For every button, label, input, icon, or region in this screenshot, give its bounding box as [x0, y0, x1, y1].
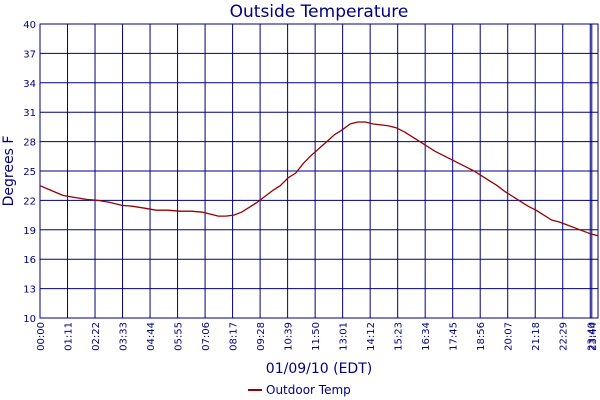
x-tick-label: 04:44: [146, 322, 157, 351]
x-tick-label: 02:22: [91, 322, 102, 351]
x-tick-label: 20:07: [504, 322, 515, 351]
series-line-outdoor-temp: [39, 121, 599, 237]
legend-label: Outdoor Temp: [266, 383, 351, 397]
y-tick-labels: 10 13 16 19 22 25 28 31 34 37 40: [23, 20, 36, 325]
x-tick-label: 05:55: [174, 322, 185, 351]
y-tick-label: 16: [23, 255, 36, 266]
x-tick-label: 14:12: [366, 322, 377, 351]
x-tick-label: 03:33: [119, 322, 130, 351]
x-tick-label: 07:06: [201, 322, 212, 351]
chart-title: Outside Temperature: [230, 2, 409, 22]
y-tick-label: 34: [23, 79, 36, 90]
legend: Outdoor Temp: [248, 383, 351, 397]
y-tick-label: 10: [23, 314, 36, 325]
y-tick-label: 13: [23, 285, 36, 296]
x-tick-label: 17:45: [449, 322, 460, 351]
x-tick-label: 01:11: [64, 322, 75, 351]
y-tick-label: 40: [23, 20, 36, 31]
x-tick-label: 15:23: [394, 322, 405, 351]
x-tick-label: 00:00: [36, 322, 47, 351]
x-tick-label: 22:29: [559, 322, 570, 351]
x-tick-label: 21:18: [531, 322, 542, 351]
y-tick-label: 37: [23, 49, 36, 60]
x-tick-labels: 00:00 01:11 02:22 03:33 04:44 05:55 07:06 08:17…: [36, 322, 599, 351]
x-tick-label: 18:56: [476, 322, 487, 351]
y-tick-label: 28: [23, 138, 36, 149]
x-tick-label: 16:34: [421, 322, 432, 351]
y-tick-label: 19: [23, 226, 36, 237]
x-tick-label: 23:44: [588, 322, 599, 351]
grid-lines: [39, 23, 599, 319]
plot-border: [39, 23, 599, 319]
y-tick-label: 22: [23, 196, 36, 207]
series-layer: [39, 121, 599, 237]
y-axis-label: Degrees F: [1, 136, 17, 207]
y-tick-label: 25: [23, 167, 36, 178]
x-tick-label: 10:39: [284, 322, 295, 351]
x-axis-label: 01/09/10 (EDT): [266, 361, 372, 377]
x-tick-label: 08:17: [229, 322, 240, 351]
y-tick-label: 31: [23, 108, 36, 119]
x-tick-label: 13:01: [339, 322, 350, 351]
x-tick-label: 23:40: [586, 322, 597, 351]
x-tick-label: 11:50: [311, 322, 322, 351]
x-tick-label: 09:28: [256, 322, 267, 351]
